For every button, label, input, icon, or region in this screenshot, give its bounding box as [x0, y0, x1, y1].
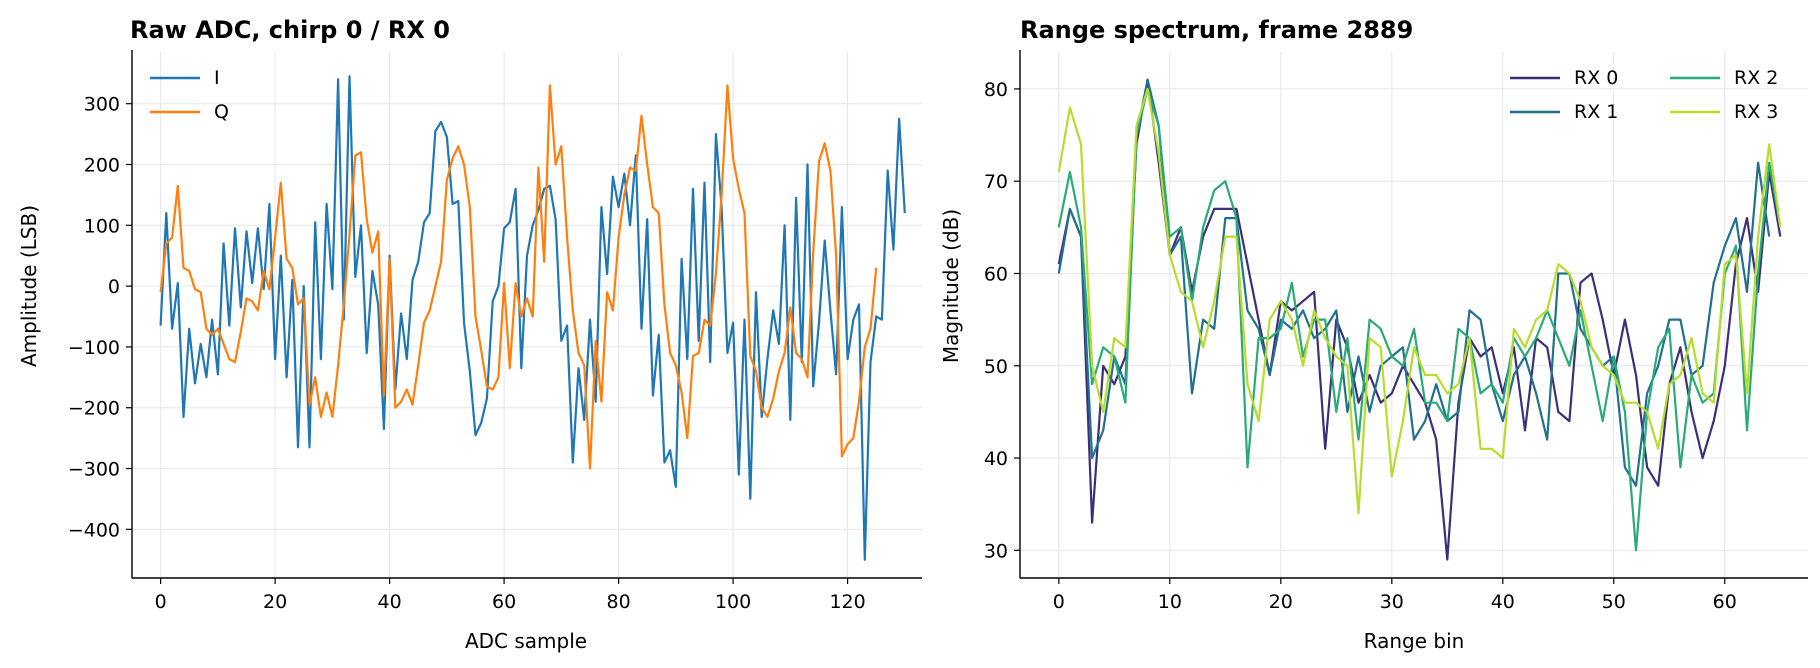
chart-title: Raw ADC, chirp 0 / RX 0 [130, 16, 450, 44]
x-tick-label: 20 [263, 591, 287, 613]
legend-label: I [214, 67, 220, 89]
x-axis-label: ADC sample [465, 629, 587, 653]
y-tick-label: −100 [68, 337, 120, 359]
chart-raw-adc: Raw ADC, chirp 0 / RX 0 ADC sample Ampli… [17, 16, 922, 653]
legend-item: RX 1 [1510, 101, 1618, 123]
x-tick-label: 20 [1269, 591, 1293, 613]
x-tick-label: 30 [1380, 591, 1404, 613]
legend-item: I [150, 67, 220, 89]
y-tick-label: 80 [984, 79, 1008, 101]
chart-title: Range spectrum, frame 2889 [1020, 16, 1413, 44]
y-axis-label: Amplitude (LSB) [17, 205, 41, 367]
legend-label: RX 2 [1734, 67, 1778, 89]
y-tick-label: 200 [84, 154, 120, 176]
y-tick-label: 70 [984, 171, 1008, 193]
ticks: 0 10 20 30 40 50 60 30 40 50 60 70 80 [984, 79, 1737, 613]
x-tick-label: 60 [492, 591, 516, 613]
y-tick-label: 300 [84, 94, 120, 116]
legend: IQ [150, 67, 229, 123]
x-tick-label: 50 [1602, 591, 1626, 613]
y-tick-label: 100 [84, 215, 120, 237]
axes-spines [131, 50, 922, 579]
series-line-rx-3 [1057, 87, 1782, 515]
legend-item: Q [150, 101, 229, 123]
series-line-rx-0 [1057, 78, 1782, 561]
y-axis-label: Magnitude (dB) [939, 209, 963, 363]
y-tick-label: −400 [68, 519, 120, 541]
y-tick-label: 30 [984, 540, 1008, 562]
grid [1020, 52, 1808, 578]
y-tick-label: −200 [68, 398, 120, 420]
y-tick-label: 0 [108, 276, 120, 298]
legend-label: RX 3 [1734, 101, 1778, 123]
legend-label: Q [214, 101, 229, 123]
legend-label: RX 0 [1574, 67, 1618, 89]
legend-item: RX 2 [1670, 67, 1778, 89]
chart-range-spectrum: Range spectrum, frame 2889 Range bin Mag… [939, 16, 1808, 653]
series-lines [1057, 78, 1782, 561]
x-tick-label: 60 [1713, 591, 1737, 613]
x-tick-label: 40 [1491, 591, 1515, 613]
series-line-rx-2 [1057, 87, 1782, 552]
x-axis-label: Range bin [1364, 629, 1465, 653]
x-tick-label: 120 [829, 591, 865, 613]
series-line-i [159, 75, 906, 561]
axes-spines [1019, 50, 1808, 579]
y-tick-label: −300 [68, 459, 120, 481]
ticks: 0 20 40 60 80 100 120 −400 −300 −200 −100 0 100 200 30… [68, 94, 866, 613]
y-tick-label: 60 [984, 263, 1008, 285]
x-tick-label: 80 [607, 591, 631, 613]
x-tick-label: 10 [1158, 591, 1182, 613]
legend: RX 0 RX 1 RX 2 RX 3 [1510, 67, 1778, 123]
x-tick-label: 0 [1053, 591, 1065, 613]
legend-item: RX 0 [1510, 67, 1618, 89]
x-tick-label: 0 [155, 591, 167, 613]
legend-label: RX 1 [1574, 101, 1618, 123]
series-lines [159, 75, 906, 561]
legend-item: RX 3 [1670, 101, 1778, 123]
y-tick-label: 40 [984, 448, 1008, 470]
series-line-q [159, 84, 878, 470]
y-tick-label: 50 [984, 356, 1008, 378]
x-tick-label: 40 [378, 591, 402, 613]
x-tick-label: 100 [715, 591, 751, 613]
